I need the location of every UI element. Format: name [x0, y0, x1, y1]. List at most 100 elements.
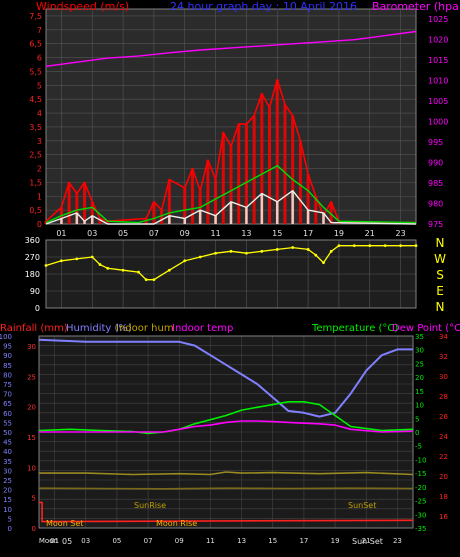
temperature-x-tick: 05 [112, 537, 121, 545]
wind-direction-point [144, 278, 148, 282]
temperature-x-tick: 19 [331, 537, 340, 545]
wind-y-tick: 3,5 [29, 123, 42, 132]
indoor-temp-y-tick: 26 [439, 413, 448, 421]
humidity-y-tick: 5 [8, 515, 12, 523]
temperature-y-tick: -20 [415, 484, 426, 492]
wind-x-tick: 17 [303, 229, 313, 238]
wind-x-tick: 09 [180, 229, 190, 238]
humidity-y-tick: 45 [3, 439, 12, 447]
wind-grid [46, 9, 416, 225]
wind-direction-point [183, 259, 187, 263]
temperature-y-tick: -5 [415, 443, 422, 451]
barometer-y-tick: 985 [428, 179, 443, 188]
wind-x-tick: 13 [241, 229, 251, 238]
wind-y-tick: 4,5 [29, 95, 42, 104]
rain-y-tick: 15 [27, 434, 36, 442]
temperature-y-tick: 10 [415, 402, 424, 410]
dewpoint-line [39, 420, 414, 433]
temperature-x-tick: 11 [206, 537, 215, 545]
wind-direction-point [399, 244, 402, 248]
indoor-temp-y-tick: 16 [439, 513, 448, 521]
legend-item: Temperature (°C) [311, 323, 398, 334]
compass-label: N [436, 236, 445, 250]
humidity-y-tick: 15 [3, 496, 12, 504]
wind-x-tick: 11 [210, 229, 220, 238]
indoor-temp-y-ticks: 16 18 20 22 24 26 28 30 32 34 [439, 333, 448, 521]
speed-line [45, 190, 417, 225]
wind-title: 24 hour graph day : 10 April 2016 [170, 0, 357, 13]
humidity-y-tick: 35 [3, 458, 12, 466]
humidity-y-tick: 55 [3, 419, 12, 427]
humidity-y-tick: 80 [3, 371, 12, 379]
rain-y-ticks: 0 5 10 15 20 25 30 [27, 343, 36, 533]
humidity-line [38, 338, 413, 418]
wind-direction-point [337, 244, 341, 248]
temperature-y-tick: -35 [415, 525, 426, 533]
temperature-x-tick: 17 [299, 537, 308, 545]
astro-annotation: Sun Set [352, 537, 383, 546]
temperature-y-tick: -30 [415, 511, 426, 519]
humidity-y-tick: 60 [3, 410, 12, 418]
wind-direction-point [414, 244, 418, 248]
astro-annotation: SunSet [348, 501, 376, 510]
barometer-y-tick: 1015 [428, 56, 448, 65]
barometer-y-tick: 1005 [428, 97, 448, 106]
wind-direction-point [44, 264, 48, 267]
temperature-x-tick: 23 [393, 537, 402, 545]
humidity-y-tick: 20 [3, 487, 12, 495]
temperature-x-tick: 01 [50, 537, 59, 545]
indoor-temp-y-tick: 20 [439, 473, 448, 481]
wind-y-ticks: 0 0,5 1 1,5 2 2,5 3 3,5 4 4,5 5 5,5 6 6,5 7 7,5 [29, 12, 42, 229]
indoor-temp-y-tick: 34 [439, 333, 448, 341]
wind-series [44, 30, 417, 225]
wind-direction-point [121, 268, 125, 272]
barometer-y-tick: 990 [428, 159, 443, 168]
rain-y-tick: 25 [27, 373, 36, 381]
direction-y-tick: 0 [35, 304, 40, 313]
wind-direction-point [329, 249, 333, 253]
rain-line [39, 501, 414, 523]
barometer-y-tick: 1020 [428, 36, 448, 45]
compass-label: E [436, 284, 444, 298]
legend-item: Indoor hum [116, 323, 174, 334]
temperature-x-tick: Moon [39, 537, 58, 545]
indoor-temp-y-tick: 30 [439, 373, 448, 381]
rain-y-tick: 0 [32, 525, 36, 533]
wind-direction-point [275, 248, 279, 251]
wind-x-tick: 01 [56, 229, 66, 238]
wind-y-tick: 7,5 [29, 12, 42, 21]
temperature-y-ticks: -35 -30 -25 -20 -15 -10 -5 0 5 10 15 20 25 30 35 [415, 333, 426, 533]
temperature-legend: Rainfall (mm)Humidity (%)Indoor humIndoo… [0, 323, 460, 334]
humidity-y-tick: 40 [3, 448, 12, 456]
wind-y-tick: 3 [37, 137, 42, 146]
indoor-temp-y-tick: 18 [439, 493, 448, 501]
wind-y-tick: 2,5 [29, 151, 42, 160]
rain-y-tick: 30 [27, 343, 36, 351]
humidity-y-tick: 65 [3, 400, 12, 408]
wind-direction-point [260, 249, 264, 253]
astro-annotation: Moon Rise [156, 519, 197, 528]
humidity-y-tick: 95 [3, 343, 12, 351]
direction-y-tick: 180 [25, 270, 40, 279]
wind-direction-point [245, 251, 248, 255]
indoortemp-line [38, 487, 414, 490]
temperature-y-tick: 5 [415, 415, 419, 423]
wind-y-tick: 6 [37, 54, 42, 63]
temperature-series [38, 338, 414, 523]
humidity-y-tick: 50 [3, 429, 12, 437]
wind-direction-point [60, 259, 63, 263]
rain-y-tick: 20 [27, 404, 36, 412]
wind-x-tick: 23 [395, 229, 405, 238]
barometer-y-tick: 1010 [428, 77, 448, 86]
compass-label: N [436, 300, 445, 314]
wind-direction-point [214, 251, 217, 255]
astro-annotation: 05 [62, 537, 72, 546]
temperature-y-tick: 25 [415, 360, 424, 368]
indoorhum-line [39, 471, 414, 476]
temperature-y-tick: -10 [415, 456, 426, 464]
wind-y-tick: 6,5 [29, 40, 42, 49]
temperature-y-tick: 30 [415, 347, 424, 355]
